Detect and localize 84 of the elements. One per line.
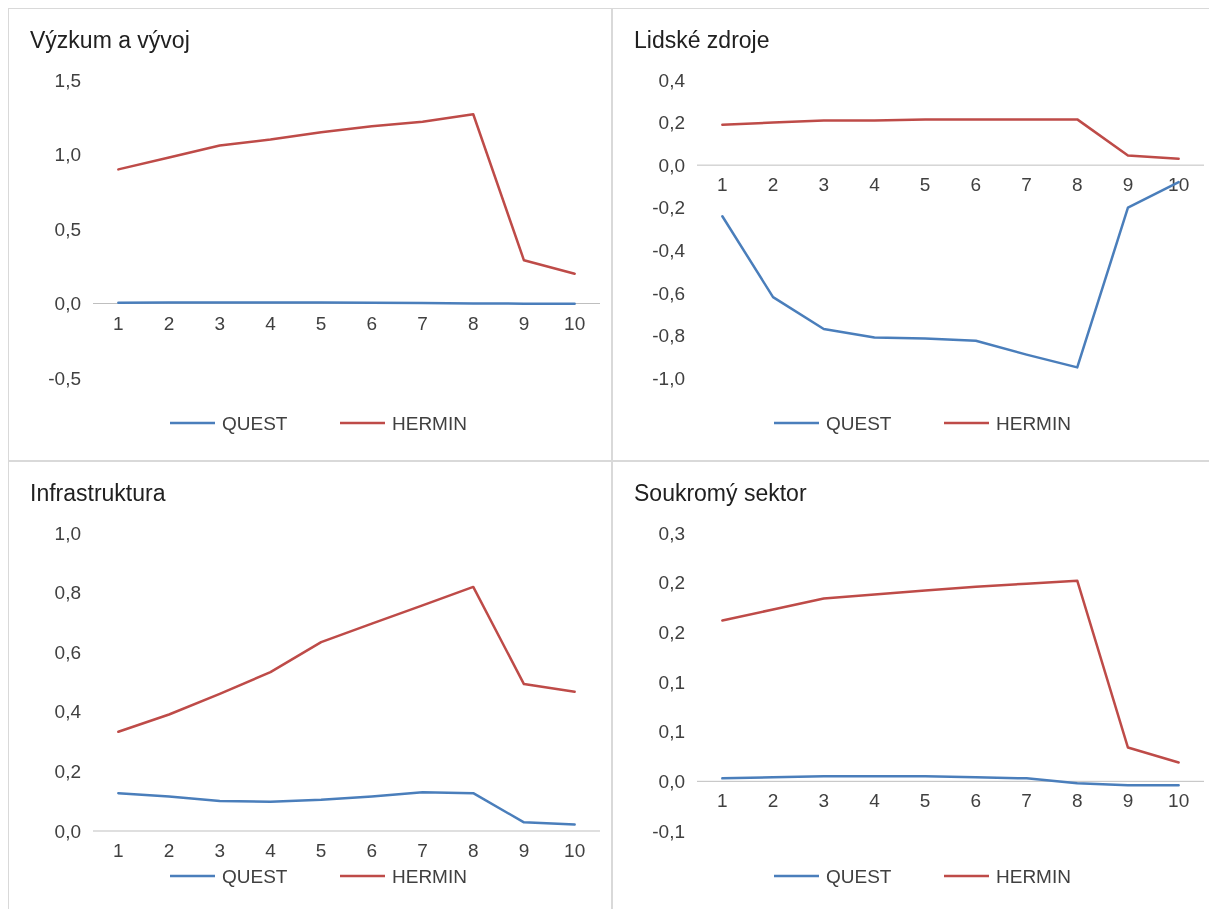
- y-tick-label: 0,4: [658, 69, 686, 91]
- x-tick-label: 9: [1122, 174, 1134, 196]
- x-tick-label: 5: [919, 174, 931, 196]
- legend-label: QUEST: [826, 865, 892, 887]
- x-tick-label: 5: [919, 790, 931, 812]
- y-tick-label: -0,1: [652, 820, 685, 842]
- x-tick-label: 1: [113, 840, 124, 861]
- y-tick-label: 0,8: [54, 582, 81, 604]
- x-tick-label: 5: [315, 840, 327, 861]
- x-tick-label: 4: [265, 840, 277, 861]
- x-tick-label: 2: [767, 790, 779, 812]
- x-tick-label: 9: [518, 312, 530, 334]
- x-tick-label: 9: [1122, 790, 1134, 812]
- x-tick-label: 8: [467, 840, 479, 861]
- chart-title: Lidské zdroje: [634, 27, 770, 53]
- x-tick-label: 7: [1021, 174, 1032, 196]
- x-tick-label: 3: [818, 174, 830, 196]
- line-series: [117, 791, 576, 826]
- chart-title: Soukromý sektor: [634, 480, 807, 506]
- x-tick-label: 7: [417, 312, 428, 334]
- x-tick-label: 6: [366, 312, 378, 334]
- x-tick-label: 1: [717, 790, 728, 812]
- x-tick-label: 8: [1071, 174, 1083, 196]
- y-tick-label: 0,5: [54, 218, 81, 240]
- x-tick-label: 8: [467, 312, 479, 334]
- y-tick-label: -0,4: [652, 239, 686, 261]
- y-tick-label: 0,2: [658, 572, 685, 594]
- line-series: [721, 579, 1180, 764]
- legend-label: HERMIN: [996, 865, 1071, 887]
- x-tick-label: 5: [315, 312, 327, 334]
- x-tick-label: 3: [214, 840, 226, 861]
- y-tick-label: -0,8: [652, 325, 685, 347]
- x-tick-label: 3: [214, 312, 226, 334]
- y-tick-label: 0,3: [658, 522, 685, 544]
- x-tick-label: 4: [869, 790, 881, 812]
- y-tick-label: -0,6: [652, 282, 685, 304]
- x-tick-label: 2: [767, 174, 779, 196]
- y-tick-label: 1,0: [54, 144, 81, 166]
- line-series: [117, 585, 576, 734]
- legend-label: HERMIN: [996, 412, 1071, 434]
- y-tick-label: 0,6: [54, 641, 81, 663]
- x-tick-label: 4: [265, 312, 277, 334]
- legend-label: QUEST: [222, 412, 288, 434]
- x-tick-label: 7: [1021, 790, 1032, 812]
- y-tick-label: 0,2: [658, 621, 685, 643]
- chart-title: Výzkum a vývoj: [30, 27, 190, 53]
- x-tick-label: 2: [163, 312, 175, 334]
- x-tick-label: 9: [518, 840, 530, 861]
- line-series: [117, 113, 576, 275]
- y-tick-label: -0,5: [48, 367, 81, 389]
- y-tick-label: 0,2: [54, 761, 81, 783]
- y-tick-label: 1,0: [54, 522, 81, 544]
- x-tick-label: 6: [366, 840, 378, 861]
- x-tick-label: 10: [564, 840, 586, 861]
- y-tick-label: 0,4: [54, 701, 82, 723]
- x-tick-label: 1: [717, 174, 728, 196]
- x-tick-label: 6: [970, 790, 982, 812]
- x-tick-label: 6: [970, 174, 982, 196]
- x-tick-label: 10: [564, 312, 586, 334]
- y-tick-label: 0,2: [658, 112, 685, 134]
- x-tick-label: 2: [163, 840, 175, 861]
- line-series: [721, 775, 1180, 787]
- y-tick-label: 0,0: [658, 154, 685, 176]
- y-tick-label: 1,5: [54, 69, 81, 91]
- x-tick-label: 7: [417, 840, 428, 861]
- legend-label: QUEST: [222, 865, 288, 887]
- legend-label: HERMIN: [392, 412, 467, 434]
- y-tick-label: 0,0: [54, 293, 81, 315]
- chart-title: Infrastruktura: [30, 480, 166, 506]
- x-tick-label: 3: [818, 790, 830, 812]
- legend-label: QUEST: [826, 412, 892, 434]
- y-tick-label: 0,0: [54, 820, 81, 842]
- x-tick-label: 1: [113, 312, 124, 334]
- y-tick-label: 0,0: [658, 770, 685, 792]
- x-tick-label: 10: [1168, 790, 1190, 812]
- x-tick-label: 10: [1168, 174, 1190, 196]
- y-tick-label: -1,0: [652, 367, 685, 389]
- x-tick-label: 4: [869, 174, 881, 196]
- line-series: [721, 118, 1180, 161]
- x-tick-label: 8: [1071, 790, 1083, 812]
- y-tick-label: 0,1: [658, 671, 685, 693]
- y-tick-label: 0,1: [658, 721, 685, 743]
- y-tick-label: -0,2: [652, 197, 685, 219]
- legend-label: HERMIN: [392, 865, 467, 887]
